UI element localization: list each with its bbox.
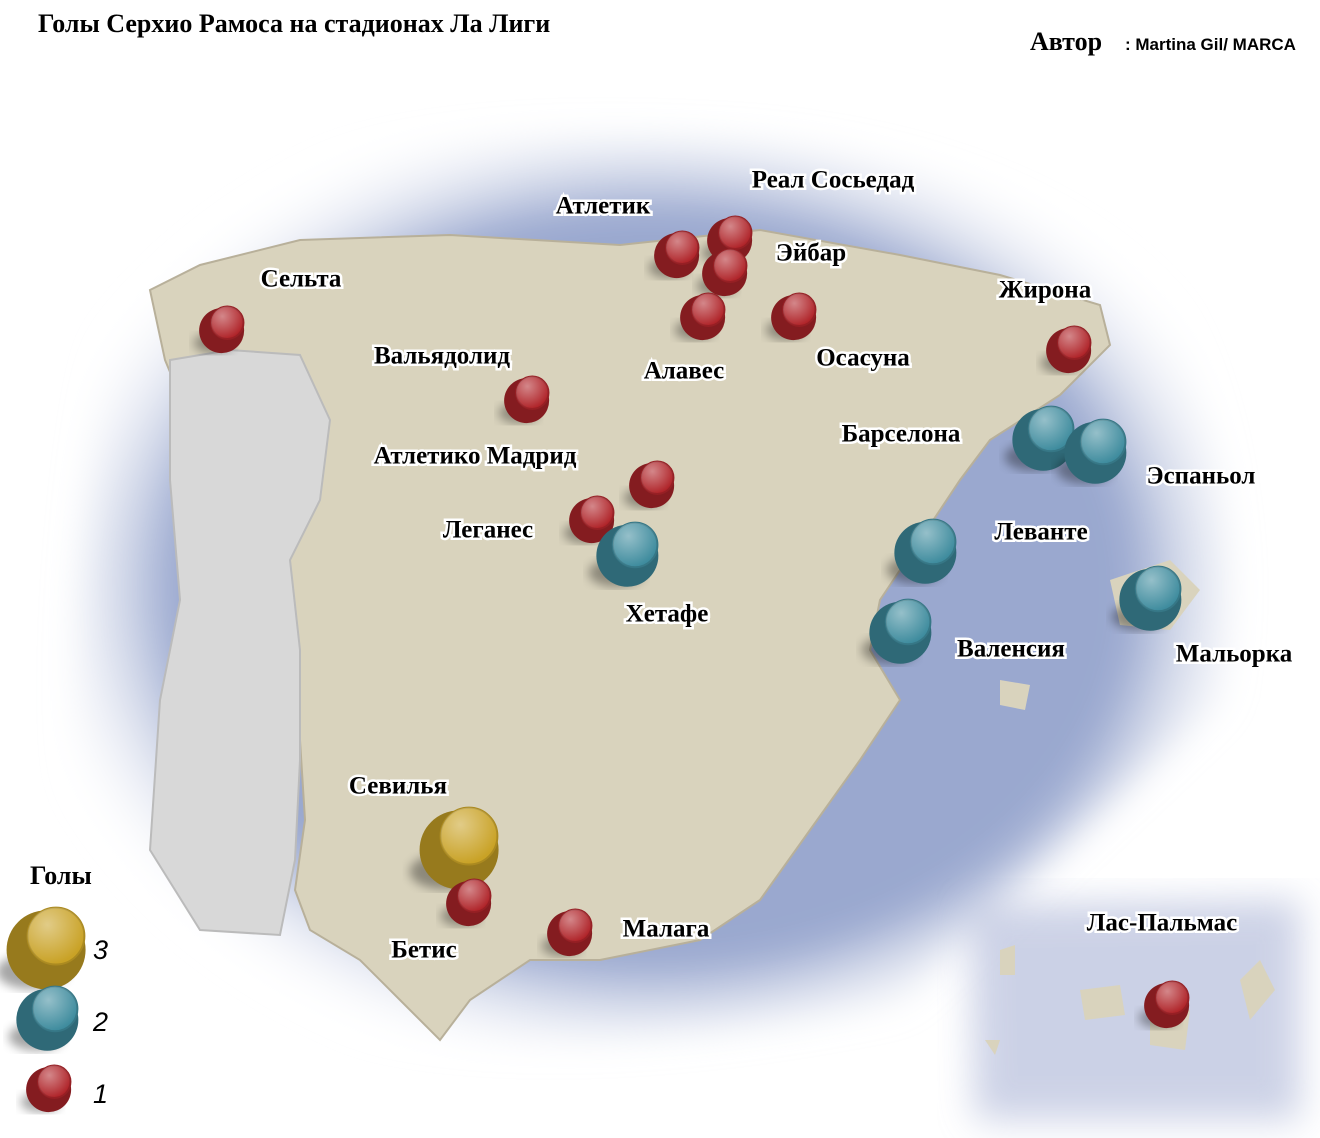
pin-shine: [32, 986, 78, 1032]
pin-shine: [458, 879, 491, 912]
club-label: Леванте: [994, 519, 1087, 546]
author-name: : Martina Gil/ MARCA: [1125, 35, 1296, 54]
pin: [1056, 418, 1127, 484]
pin-shine: [910, 519, 956, 565]
club-label: Атлетико Мадрид: [374, 443, 577, 470]
pin-shine: [38, 1065, 71, 1098]
pin-shine: [1135, 566, 1181, 612]
pin-shine: [714, 249, 747, 282]
pin: [623, 460, 675, 509]
background: [75, 137, 1300, 1120]
ibiza-island: [1000, 680, 1030, 710]
pin-shine: [27, 907, 85, 965]
pin-shine: [1028, 406, 1074, 452]
pin-shine: [440, 807, 498, 865]
pin-shine: [719, 216, 752, 249]
pin: [409, 806, 499, 890]
pin: [765, 292, 817, 341]
club-label: Валенсия: [957, 636, 1065, 663]
pin: [1004, 405, 1075, 471]
pin: [8, 985, 79, 1051]
club-label: Осасуна: [816, 345, 910, 372]
legend-title: Голы: [30, 861, 92, 890]
club-label: Малага: [623, 916, 710, 943]
club-label: Атлетик: [556, 193, 651, 220]
title: Голы Серхио Рамоса на стадионах Ла Лиги: [38, 9, 550, 38]
pin: [648, 230, 700, 279]
author-label: Автор: [1030, 27, 1102, 56]
legend-label: 3: [93, 935, 108, 965]
pin-shine: [1080, 419, 1126, 465]
pin-shine: [612, 522, 658, 568]
pin: [20, 1064, 72, 1113]
club-label: Реал Сосьедад: [752, 167, 915, 194]
pin-shine: [692, 293, 725, 326]
pin-shine: [1156, 981, 1189, 1014]
pin: [1138, 980, 1190, 1029]
pin: [886, 518, 957, 584]
portugal: [148, 348, 332, 937]
club-label: Барселона: [842, 421, 961, 448]
pin: [563, 495, 615, 544]
club-label: Бетис: [391, 937, 456, 964]
pin: [696, 248, 748, 297]
pin: [498, 375, 550, 424]
pin-shine: [516, 376, 549, 409]
canary-islands: [985, 945, 1275, 1055]
club-label: Мальорка: [1176, 641, 1293, 668]
pin: [1111, 565, 1182, 631]
club-label: Сельта: [261, 266, 342, 293]
club-label: Эспаньол: [1147, 463, 1256, 490]
pin: [440, 878, 492, 927]
pin-shine: [641, 461, 674, 494]
pin: [588, 521, 659, 587]
club-label: Севилья: [349, 773, 447, 800]
legend-label: 2: [92, 1007, 108, 1037]
club-label: Лас-Пальмас: [1087, 910, 1237, 937]
pins: [193, 215, 1190, 1029]
club-label: Жирона: [999, 277, 1092, 304]
legend-label: 1: [93, 1079, 108, 1109]
pin-shine: [783, 293, 816, 326]
club-label: Вальядолид: [374, 343, 510, 370]
pin-shine: [581, 496, 614, 529]
club-label: Алавес: [644, 358, 725, 385]
pin-shine: [559, 909, 592, 942]
pin: [861, 598, 932, 664]
pin: [0, 906, 86, 990]
club-label: Леганес: [443, 517, 533, 544]
club-label: Хетафе: [626, 601, 709, 628]
pin: [674, 292, 726, 341]
pin-shine: [885, 599, 931, 645]
pin: [1040, 325, 1092, 374]
pin: [193, 305, 245, 354]
pin-shine: [1058, 326, 1091, 359]
pin: [541, 908, 593, 957]
pin-shine: [211, 306, 244, 339]
pin-shine: [666, 231, 699, 264]
club-label: Эйбар: [776, 240, 846, 267]
